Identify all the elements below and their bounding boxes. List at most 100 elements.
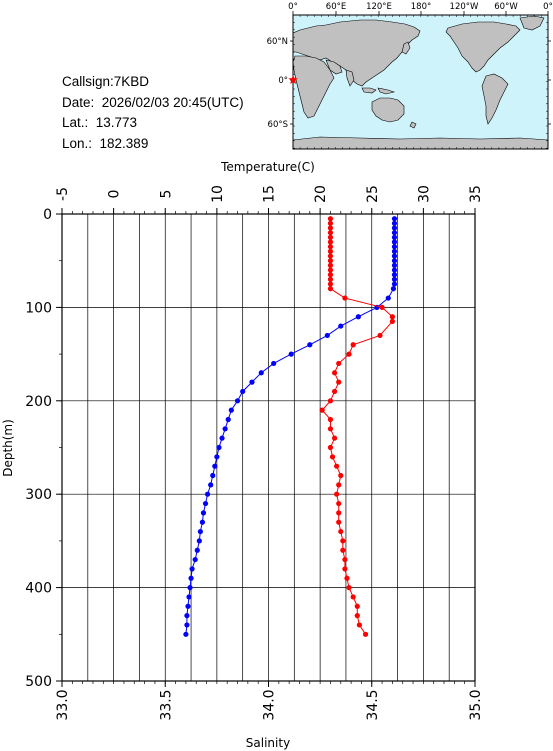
depth-tick-label: 300 bbox=[25, 487, 52, 503]
temperature-point bbox=[307, 342, 313, 348]
temperature-point bbox=[202, 500, 209, 507]
salinity-point bbox=[327, 286, 334, 292]
temperature-point bbox=[391, 239, 398, 245]
temperature-point bbox=[390, 286, 397, 292]
salinity-point bbox=[336, 379, 342, 385]
salinity-point bbox=[331, 435, 338, 441]
salinity-point bbox=[389, 314, 395, 320]
map-longitude-label: 180° bbox=[411, 2, 431, 12]
salinity-point bbox=[327, 234, 334, 240]
depth-axis-title: Depth(m) bbox=[1, 419, 15, 477]
temperature-point bbox=[185, 603, 191, 609]
map-longitude-label: 60°E bbox=[326, 2, 346, 12]
temperature-point bbox=[391, 272, 398, 278]
temperature-tick-label: 0 bbox=[107, 190, 123, 199]
temperature-point bbox=[391, 244, 398, 250]
temperature-point bbox=[222, 426, 228, 432]
date-label: Date: 2026/02/03 20:45(UTC) bbox=[62, 94, 244, 110]
salinity-point bbox=[336, 360, 342, 367]
temperature-point bbox=[391, 253, 398, 259]
temperature-point bbox=[199, 519, 206, 525]
temperature-point bbox=[385, 295, 391, 301]
temperature-point bbox=[196, 538, 202, 544]
temperature-point bbox=[258, 370, 264, 376]
temperature-tick-label: 30 bbox=[416, 185, 432, 203]
temperature-point bbox=[216, 444, 222, 451]
salinity-point bbox=[327, 230, 334, 236]
temperature-point bbox=[391, 267, 398, 273]
temperature-point bbox=[391, 276, 398, 282]
temperature-tick-label: 15 bbox=[262, 185, 278, 203]
salinity-point bbox=[327, 276, 334, 282]
salinity-point bbox=[327, 398, 334, 404]
depth-tick-label: 200 bbox=[25, 394, 52, 410]
station-star-icon bbox=[288, 74, 298, 84]
salinity-point bbox=[327, 416, 334, 423]
salinity-point bbox=[338, 472, 344, 479]
salinity-tick-label: 33.5 bbox=[158, 689, 174, 720]
latitude-label: Lat.: 13.773 bbox=[62, 115, 138, 130]
temperature-point bbox=[391, 234, 398, 240]
salinity-point bbox=[327, 426, 334, 432]
temperature-tick-label: -5 bbox=[55, 187, 71, 201]
chart-grid bbox=[61, 213, 476, 682]
temperature-point bbox=[355, 314, 361, 320]
temperature-point bbox=[391, 220, 398, 226]
salinity-point bbox=[340, 538, 346, 544]
salinity-point bbox=[336, 519, 342, 525]
temperature-tick-label: 20 bbox=[313, 185, 329, 203]
salinity-point bbox=[342, 566, 348, 572]
salinity-point bbox=[340, 547, 346, 553]
salinity-point bbox=[350, 594, 356, 600]
temperature-point bbox=[184, 613, 190, 619]
salinity-point bbox=[334, 491, 340, 497]
temperature-point bbox=[391, 281, 398, 287]
salinity-point bbox=[379, 304, 385, 310]
salinity-point bbox=[389, 318, 395, 325]
temperature-point bbox=[214, 454, 220, 460]
depth-tick-label: 400 bbox=[25, 581, 52, 597]
salinity-point bbox=[346, 585, 352, 591]
salinity-point bbox=[338, 528, 344, 535]
salinity-point bbox=[331, 370, 338, 376]
map-latitude-label: 60°S bbox=[268, 120, 288, 130]
temperature-point bbox=[391, 216, 398, 222]
salinity-point bbox=[327, 272, 334, 278]
salinity-point bbox=[334, 463, 340, 469]
salinity-point bbox=[327, 444, 334, 451]
temperature-point bbox=[186, 594, 192, 600]
depth-axis: 0 100 200 300 400 500 bbox=[25, 207, 62, 690]
salinity-point bbox=[377, 332, 383, 339]
temperature-point bbox=[234, 398, 241, 404]
longitude-label: Lon.: 182.389 bbox=[62, 135, 149, 151]
salinity-point bbox=[327, 216, 334, 222]
salinity-point bbox=[327, 258, 334, 264]
temperature-point bbox=[192, 556, 198, 563]
map-longitude-label: 120°E bbox=[366, 2, 392, 12]
salinity-point bbox=[336, 482, 342, 488]
temperature-axis: -5 0 5 10 15 20 25 30 35 bbox=[55, 185, 484, 214]
temperature-point bbox=[338, 323, 344, 329]
depth-tick-label: 100 bbox=[25, 300, 52, 316]
depth-tick-label: 0 bbox=[43, 207, 52, 223]
salinity-tick-label: 34.5 bbox=[365, 689, 381, 720]
salinity-point bbox=[327, 267, 334, 273]
map-longitude-label: 0° bbox=[543, 2, 553, 12]
salinity-tick-label: 34.0 bbox=[262, 689, 278, 720]
map-land bbox=[293, 15, 548, 149]
temperature-point bbox=[219, 435, 225, 441]
salinity-point bbox=[350, 342, 356, 348]
salinity-point bbox=[346, 351, 352, 357]
profile-series bbox=[183, 216, 398, 637]
temperature-point bbox=[184, 622, 190, 628]
salinity-point bbox=[327, 262, 334, 268]
temperature-point bbox=[240, 388, 246, 395]
salinity-series bbox=[319, 216, 395, 637]
salinity-point bbox=[327, 253, 334, 259]
temperature-point bbox=[204, 491, 211, 497]
temperature-point bbox=[208, 482, 214, 488]
station-marker bbox=[288, 74, 298, 84]
temperature-point bbox=[271, 360, 277, 367]
salinity-point bbox=[327, 239, 334, 245]
